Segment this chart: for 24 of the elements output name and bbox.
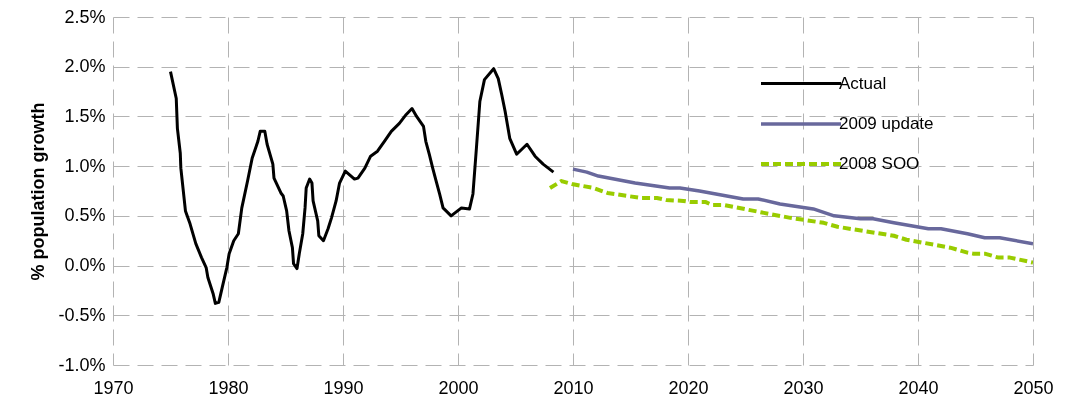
x-tick-label: 1970 bbox=[93, 377, 134, 398]
y-tick-label: 1.5% bbox=[64, 105, 106, 126]
x-tick-label: 2050 bbox=[1013, 377, 1054, 398]
y-tick-label: 2.0% bbox=[64, 56, 106, 77]
x-tick-label: 2030 bbox=[783, 377, 824, 398]
line-series bbox=[548, 179, 1033, 265]
y-axis-title: % population growth bbox=[28, 102, 49, 281]
y-tick-label: -1.0% bbox=[58, 354, 106, 375]
legend-label: Actual bbox=[839, 73, 887, 93]
x-tick-label: 1980 bbox=[208, 377, 249, 398]
legend-label: 2008 SOO bbox=[839, 154, 920, 173]
x-tick-label: 2010 bbox=[553, 377, 594, 398]
y-tick-label: 0.5% bbox=[64, 205, 106, 226]
line-series bbox=[571, 167, 1033, 246]
y-tick-label: 1.0% bbox=[64, 155, 106, 176]
x-tick-label: 2020 bbox=[668, 377, 709, 398]
y-tick-label: -0.5% bbox=[58, 304, 106, 325]
line-series bbox=[169, 67, 555, 305]
x-tick-label: 2000 bbox=[438, 377, 479, 398]
x-tick-label: 1990 bbox=[323, 377, 364, 398]
x-tick-label: 2040 bbox=[898, 377, 939, 398]
y-tick-label: 2.5% bbox=[64, 6, 106, 27]
legend-label: 2009 update bbox=[839, 114, 934, 133]
y-tick-label: 0.0% bbox=[64, 255, 106, 276]
